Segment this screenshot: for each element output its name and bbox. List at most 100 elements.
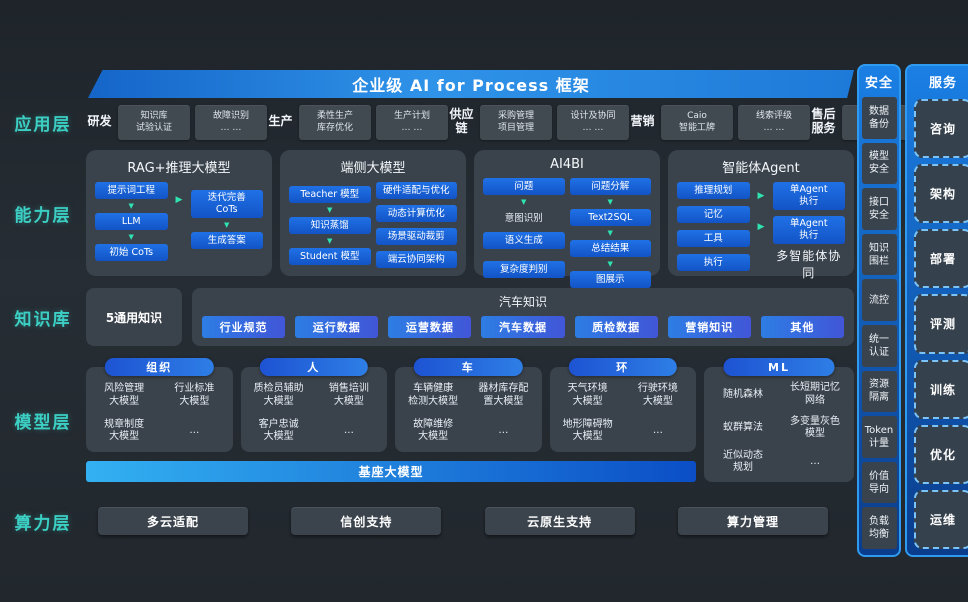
security-item: 接口 安全 [861,188,897,230]
model-group-ml: ML 随机森林 长短期记忆 网络 蚁群算法 多变量灰色 模型 近似动态 规划 … [704,358,854,482]
layer-label-application: 应用层 [14,114,72,135]
panel-ai4bi: AI4BI 问题 ▼ 意图识别 语义生成 复杂度判别 问题分解 ▼ Text2S… [474,150,660,288]
compute-button: 信创支持 [291,507,442,535]
arrow-right-icon: ▶ [757,191,765,201]
app-box: 设计及协同 … … [557,104,629,140]
arrow-down-icon: ▼ [607,260,613,268]
compute-button: 算力管理 [677,507,828,535]
feature-box: 动态计算优化 [375,205,457,222]
model-groups-and-base: 组织 风险管理 大模型 行业标准 大模型 规章制度 大模型 … 人 质检员辅助 … [86,358,696,482]
model-group-vehicle: 车 车辆健康 检测大模型 器材库存配 置大模型 故障维修 大模型 … [395,358,542,452]
multi-agent-caption: 多智能体协同 [776,249,842,280]
panel-title: 智能体Agent [722,161,800,176]
arrow-down-icon: ▼ [521,198,527,206]
service-item: 架构 [914,164,968,224]
agent-component: 推理规划 [677,182,750,199]
compute-button: 多云适配 [98,507,248,535]
agent-exec-column: 单Agent 执行 单Agent 执行 多智能体协同 [772,182,845,281]
service-item: 运维 [914,489,968,549]
arrow-down-icon: ▼ [224,221,230,229]
model-group-pill: 组织 [105,358,214,376]
layer-label-knowledge: 知识库 [14,309,72,330]
knowledge-chips: 行业规范 运行数据 运营数据 汽车数据 质检数据 营销知识 其他 [202,316,844,338]
panel-title: RAG+推理大模型 [127,161,231,176]
flow-step: 提示词工程 [95,182,168,199]
service-item: 训练 [914,359,968,419]
service-item: 咨询 [914,99,968,159]
agent-component: 记忆 [677,206,750,223]
feature-box: 硬件适配与优化 [375,182,457,199]
knowledge-layer-row: 知识库 5通用知识 汽车知识 行业规范 运行数据 运营数据 汽车数据 质检数据 … [0,288,856,346]
panel-body: 提示词工程 ▼ LLM ▼ 初始 CoTs ▶ 迭代完善 CoTs ▼ 生成答案 [95,182,263,268]
model-item: 近似动态 规划 [723,449,763,474]
panel-body: Teacher 模型 ▼ 知识蒸馏 ▼ Student 模型 硬件适配与优化 动… [289,182,457,268]
app-box: Caio 智能工牌 [661,104,733,140]
layer-label-compute: 算力层 [14,513,72,534]
app-box: 线索评级 … … [738,104,810,140]
model-item: 蚁群算法 [723,422,763,434]
feature-column-right: 硬件适配与优化 动态计算优化 场景驱动裁剪 端云协同架构 [375,182,457,268]
agent-exec-box: 单Agent 执行 [772,216,845,244]
auto-knowledge-panel: 汽车知识 行业规范 运行数据 运营数据 汽车数据 质检数据 营销知识 其他 [192,288,854,346]
agent-components-column: 推理规划 记忆 工具 执行 [677,182,750,281]
model-grid: 风险管理 大模型 行业标准 大模型 规章制度 大模型 … [89,378,230,449]
model-item: … [652,425,663,436]
model-item: 天气环境 大模型 [567,383,608,407]
app-group-supply-chain: 供应链 采购管理 项目管理 设计及协同 … … [448,104,629,140]
model-grid: 随机森林 长短期记忆 网络 蚁群算法 多变量灰色 模型 近似动态 规划 … [707,378,851,479]
app-group-label: 营销 [630,114,655,129]
model-item: … [189,425,200,436]
flow-step: LLM [95,213,168,230]
model-group-pill: 人 [259,358,368,376]
model-group-pill: 环 [568,358,677,376]
app-box: 生产计划 … … [376,104,448,140]
banner: 企业级 AI for Process 框架 [88,70,854,98]
model-item: 器材库存配 置大模型 [478,383,529,407]
app-box: 知识库 试验认证 [118,104,190,140]
security-item: 数据 备份 [861,97,897,139]
security-item: 知识 围栏 [861,233,897,276]
flow-column-left: Teacher 模型 ▼ 知识蒸馏 ▼ Student 模型 [289,182,371,268]
capability-panels: RAG+推理大模型 提示词工程 ▼ LLM ▼ 初始 CoTs ▶ 迭代完善 C… [86,150,856,288]
model-layer-row: 模型层 组织 风险管理 大模型 行业标准 大模型 规章制度 大模型 … 人 [0,358,856,482]
feature-box: 场景驱动裁剪 [375,228,457,245]
security-column: 安全 数据 备份 模型 安全 接口 安全 知识 围栏 流控 统一 认证 资源 隔… [857,64,901,557]
feature-box: 端云协同架构 [375,251,457,268]
app-group-label: 售后服务 [811,107,836,135]
panel-body: 问题 ▼ 意图识别 语义生成 复杂度判别 问题分解 ▼ Text2SQL ▼ 总… [483,178,651,288]
app-group-production: 生产 柔性生产 库存优化 生产计划 … … [267,104,448,140]
service-item: 部署 [914,229,968,289]
knowledge-chip: 其他 [760,316,844,338]
model-groups: 组织 风险管理 大模型 行业标准 大模型 规章制度 大模型 … 人 质检员辅助 … [86,358,696,452]
panel-body: 推理规划 记忆 工具 执行 ▶ ▶ 单Agent 执行 单Agent 执行 多智… [677,182,845,281]
flow-step: 总结结果 [569,240,651,257]
security-item: 统一 认证 [861,324,897,367]
app-box: 采购管理 项目管理 [480,104,552,140]
model-group-pill: ML [723,358,835,376]
flow-step: 问题分解 [569,178,651,195]
model-item: 风险管理 大模型 [104,383,145,407]
compute-layer-row: 算力层 多云适配 信创支持 云原生支持 算力管理 [0,504,856,538]
banner-title: 企业级 AI for Process 框架 [352,76,590,95]
security-item: Token 计量 [861,416,897,458]
agent-arrows: ▶ ▶ [755,182,768,281]
app-group-label: 供应链 [449,107,474,135]
arrow-down-icon: ▼ [128,233,134,241]
model-grid: 质检员辅助 大模型 销售培训 大模型 客户忠诚 大模型 … [244,378,385,449]
arrow-down-icon: ▼ [327,237,333,245]
model-group-people: 人 质检员辅助 大模型 销售培训 大模型 客户忠诚 大模型 … [240,358,387,452]
security-item: 模型 安全 [861,142,897,185]
panel-rag-reasoning: RAG+推理大模型 提示词工程 ▼ LLM ▼ 初始 CoTs ▶ 迭代完善 C… [86,150,272,276]
panel-edge-model: 端侧大模型 Teacher 模型 ▼ 知识蒸馏 ▼ Student 模型 硬件适… [280,150,466,276]
app-group-label: 生产 [268,114,293,129]
flow-column-left: 提示词工程 ▼ LLM ▼ 初始 CoTs [95,182,168,268]
arrow-down-icon: ▼ [327,206,333,214]
model-item: 地形障碍物 大模型 [562,418,613,443]
flow-step: 复杂度判别 [483,261,565,278]
services-column: 服务 咨询 架构 部署 评测 训练 优化 运维 [905,64,968,557]
model-group-organization: 组织 风险管理 大模型 行业标准 大模型 规章制度 大模型 … [86,358,233,452]
app-box: 故障识别 … … [195,104,267,140]
security-item: 负载 均衡 [861,507,897,549]
service-item: 优化 [914,424,968,484]
